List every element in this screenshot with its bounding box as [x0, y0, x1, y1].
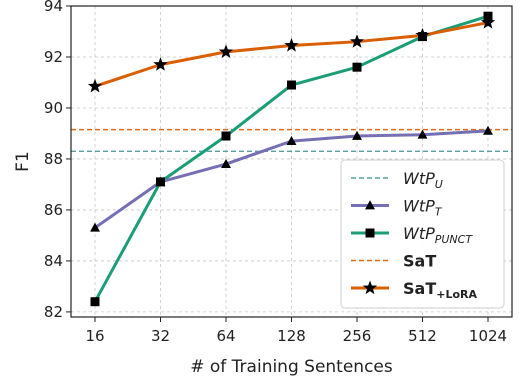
wtp_punct-point [156, 177, 165, 187]
sat_lora-point [218, 44, 234, 58]
sat_lora-legend-marker [362, 280, 378, 295]
x-tick-label: 256 [343, 327, 372, 345]
sat_lora-point [349, 34, 365, 48]
sat_lora-point [415, 27, 430, 42]
wtp_t-point [286, 135, 297, 146]
wtp_punct-legend-marker [365, 228, 375, 238]
legend-label-main: SaT [403, 252, 436, 271]
y-tick-label: 84 [44, 252, 63, 270]
legend-label-main: WtP [403, 197, 435, 216]
y-tick-label: 82 [44, 303, 63, 321]
sat_lora-point [153, 57, 168, 71]
legend-label-main: WtP [403, 169, 435, 188]
x-tick-label: 1024 [469, 327, 507, 345]
wtp_t-point [352, 130, 362, 140]
axis-ticks: 16 32 64 128 256 512 1024 82 84 86 88 90 92 94 [44, 0, 507, 345]
y-tick-label: 92 [44, 48, 63, 66]
sat_lora-point [480, 15, 496, 29]
x-tick-label: 64 [216, 327, 235, 345]
legend-label-subscript: U [435, 178, 443, 191]
wtp_punct-point [287, 80, 296, 90]
y-tick-label: 86 [44, 201, 63, 219]
wtp_t-legend-marker [365, 200, 375, 210]
wtp_t-point [221, 158, 231, 168]
legend-label-subscript: PUNCT [435, 233, 474, 246]
y-tick-label: 88 [44, 150, 63, 168]
wtp_punct-point [221, 131, 231, 141]
reference-lines [71, 128, 512, 153]
sat_lora-point [284, 38, 299, 52]
sat_lora-legend-label: SaT+LoRA [403, 279, 477, 301]
y-tick-label: 90 [44, 99, 63, 117]
x-tick-label: 32 [151, 327, 170, 345]
legend-label-subscript: T [435, 206, 443, 219]
x-tick-label: 128 [277, 327, 306, 345]
wtp_punct-legend-label: WtPPUNCT [403, 224, 473, 246]
x-axis-title: # of Training Sentences [190, 357, 393, 377]
wtp_t-point [483, 125, 493, 135]
wtp_t-point [90, 222, 100, 232]
wtp_t-legend-label: WtPT [403, 197, 443, 219]
legend-label-main: WtP [403, 224, 435, 243]
legend-box [340, 159, 505, 309]
legend-label-main: SaT [403, 279, 436, 298]
wtp_t-point [417, 129, 428, 139]
wtp_punct-point [90, 297, 100, 307]
wtp_u-legend-label: WtPU [403, 169, 443, 191]
x-tick-label: 512 [408, 327, 437, 345]
x-tick-label: 16 [85, 327, 104, 345]
wtp_punct-point [352, 62, 362, 72]
sat-legend-label: SaT [403, 252, 436, 271]
series-markers [87, 11, 496, 307]
sat_lora-point [87, 78, 103, 93]
legend-label-subscript: +LoRA [436, 288, 477, 301]
y-axis-title: F1 [13, 151, 33, 172]
y-tick-label: 94 [44, 0, 63, 15]
